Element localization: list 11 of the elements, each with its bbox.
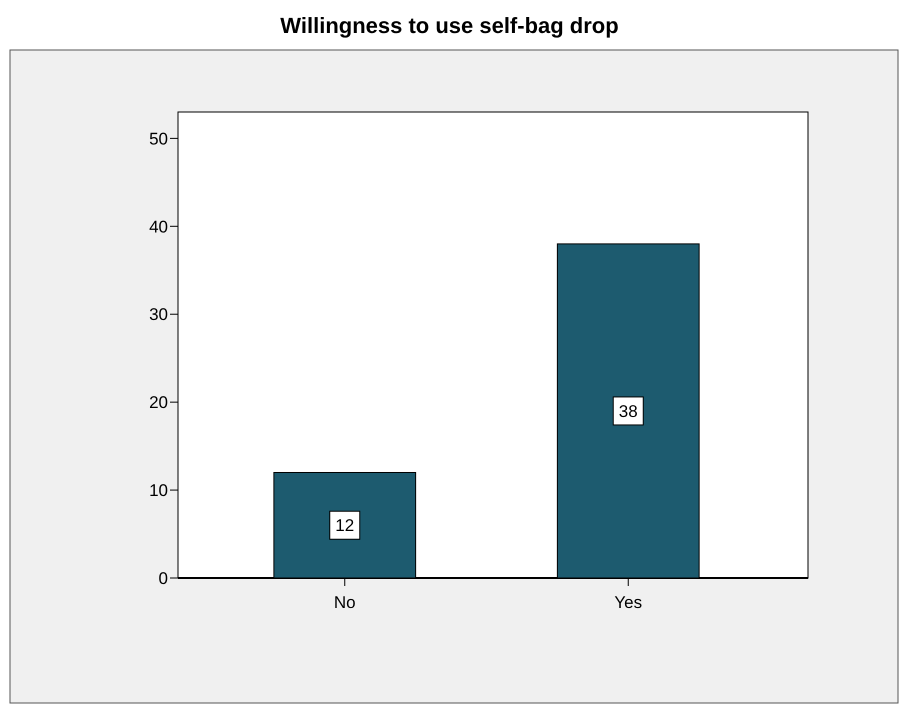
y-tick-label: 20 (149, 393, 168, 412)
x-tick-label: Yes (614, 593, 642, 612)
y-tick-label: 10 (149, 481, 168, 500)
chart-title: Willingness to use self-bag drop (280, 13, 619, 38)
y-tick-label: 40 (149, 217, 168, 236)
y-tick-label: 0 (158, 569, 168, 588)
y-tick-label: 30 (149, 305, 168, 324)
y-tick-label: 50 (149, 129, 168, 148)
data-label: 38 (618, 402, 638, 421)
x-tick-label: No (334, 593, 356, 612)
data-label: 12 (335, 516, 354, 536)
